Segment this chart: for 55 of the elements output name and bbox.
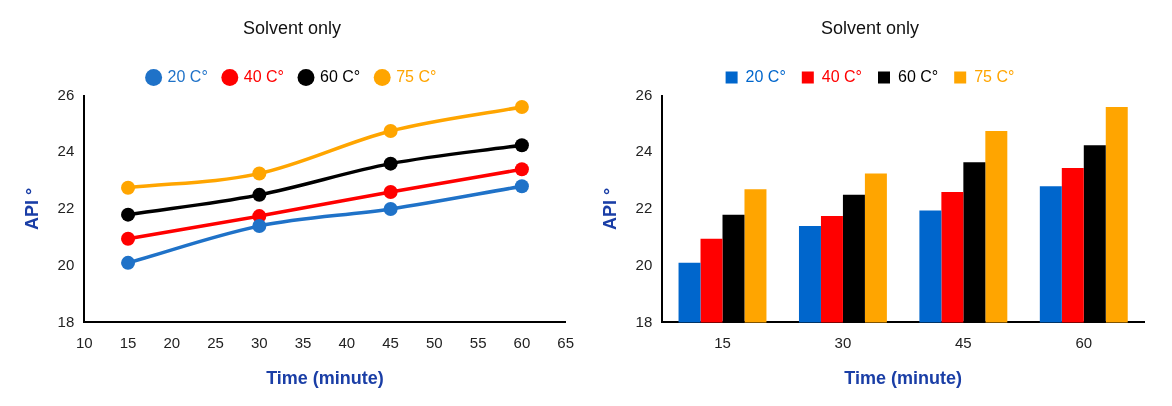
- y-tick-label: 26: [57, 85, 75, 103]
- legend-label: 20 C°: [745, 68, 786, 86]
- point: [383, 202, 398, 216]
- point: [514, 138, 529, 153]
- chart-title: Solvent only: [820, 17, 920, 38]
- chart-title: Solvent only: [242, 17, 342, 38]
- x-tick-label: 45: [382, 333, 399, 351]
- point: [383, 156, 398, 171]
- x-axis-title: Time (minute): [844, 368, 962, 389]
- x-tick-label: 40: [338, 333, 356, 351]
- x-tick-label: 20: [163, 333, 181, 351]
- legend-label: 20 C°: [167, 68, 208, 86]
- x-tick-label: 60: [1075, 333, 1093, 351]
- y-tick-label: 26: [635, 85, 653, 103]
- point: [121, 207, 136, 222]
- x-tick-label: 60: [513, 333, 531, 351]
- x-tick-label: 15: [119, 333, 137, 351]
- y-tick-label: 22: [57, 199, 75, 217]
- point: [383, 184, 398, 199]
- x-tick-label: 10: [75, 333, 93, 351]
- y-tick-label: 20: [635, 255, 653, 273]
- y-tick-label: 20: [57, 255, 75, 273]
- point: [514, 162, 529, 177]
- point: [252, 166, 267, 181]
- point: [121, 231, 136, 246]
- legend-label: 40 C°: [821, 68, 863, 86]
- x-tick-label: 50: [426, 333, 443, 351]
- x-tick-label: 30: [834, 333, 852, 351]
- x-tick-label: 55: [469, 333, 487, 351]
- x-tick-label: 35: [294, 333, 312, 351]
- point: [252, 187, 267, 202]
- x-axis-title: Time (minute): [266, 368, 384, 389]
- x-tick-label: 30: [250, 333, 268, 351]
- y-tick-label: 18: [57, 312, 75, 330]
- point: [121, 255, 136, 270]
- point: [383, 124, 398, 139]
- y-axis-title: API °: [21, 187, 42, 231]
- legend-label: 60 C°: [320, 68, 361, 86]
- x-tick-label: 65: [557, 333, 574, 351]
- point: [514, 179, 529, 194]
- legend-label: 75 C°: [974, 68, 1015, 86]
- y-tick-label: 22: [635, 199, 653, 217]
- legend-label: 40 C°: [243, 68, 285, 86]
- y-tick-label: 24: [635, 142, 653, 160]
- x-tick-label: 25: [207, 333, 224, 351]
- y-tick-label: 24: [57, 142, 75, 160]
- x-tick-label: 15: [714, 333, 731, 351]
- point: [252, 219, 267, 234]
- point: [514, 99, 529, 114]
- point: [121, 180, 136, 195]
- legend-label: 75 C°: [396, 68, 437, 86]
- y-axis-title: API °: [599, 187, 620, 231]
- legend-label: 60 C°: [898, 68, 939, 86]
- x-tick-label: 45: [955, 333, 972, 351]
- y-tick-label: 18: [635, 312, 653, 330]
